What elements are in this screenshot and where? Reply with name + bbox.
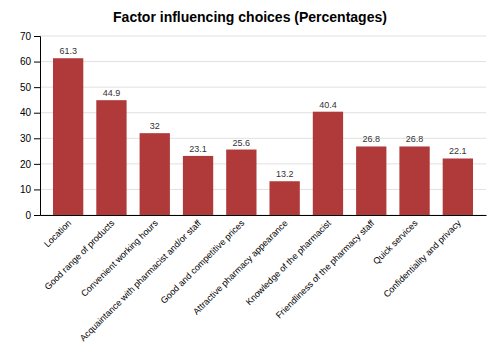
- plot: 0 10 20 30 40 50 60 70 LocationGood range of pro…: [20, 31, 487, 343]
- x-tick: Good and competitive prices: [159, 218, 247, 306]
- x-tick-label: Friendliness of the pharmacy staff: [274, 218, 377, 321]
- y-tick-mark: [34, 189, 40, 190]
- bar: [140, 133, 170, 215]
- x-tick-label: Confidentiality and privacy: [382, 218, 464, 300]
- x-tick: Convenient working hours: [79, 218, 160, 299]
- y-tick: 50: [20, 82, 40, 93]
- y-tick: 40: [20, 107, 40, 118]
- data-label: 61.3: [59, 46, 77, 56]
- data-label: 23.1: [189, 144, 207, 154]
- data-label: 32: [150, 121, 160, 131]
- y-tick-mark: [34, 36, 40, 37]
- x-axis-line: [41, 215, 487, 216]
- y-tick-mark: [34, 113, 40, 114]
- y-tick: 20: [20, 159, 40, 170]
- x-tick: Good range of products: [43, 218, 117, 292]
- bar: [399, 146, 429, 215]
- y-tick-label: 10: [20, 184, 32, 195]
- y-tick: 30: [20, 133, 40, 144]
- grid-line: [40, 61, 486, 62]
- grid: [40, 36, 486, 215]
- y-tick-mark: [34, 164, 40, 165]
- y-tick-mark: [34, 87, 40, 88]
- title: Factor influencing choices (Percentages): [113, 9, 387, 25]
- data-label: 26.8: [406, 134, 424, 144]
- x-tick: Location: [42, 218, 73, 249]
- y-axis: 0 10 20 30 40 50 60 70: [20, 31, 41, 221]
- x-tick: Friendliness of the pharmacy staff: [274, 218, 377, 321]
- y-tick-mark: [34, 138, 40, 139]
- data-label: 22.1: [449, 146, 467, 156]
- data-label: 13.2: [276, 169, 294, 179]
- x-tick-label: Good and competitive prices: [159, 218, 247, 306]
- y-tick-mark: [34, 215, 40, 216]
- y-tick-label: 0: [25, 210, 31, 221]
- x-tick: Knowledge of the pharmacist: [244, 218, 333, 307]
- bar: [183, 156, 213, 215]
- y-tick-label: 70: [20, 31, 32, 42]
- data-label: 26.8: [362, 134, 380, 144]
- y-tick: 60: [20, 56, 40, 67]
- x-axis: LocationGood range of productsConvenient…: [41, 216, 487, 344]
- x-tick-label: Good range of products: [43, 218, 117, 292]
- y-axis-line: [34, 37, 41, 216]
- y-tick-label: 50: [20, 82, 32, 93]
- y-tick: 70: [20, 31, 40, 42]
- data-labels: 61.3 44.9 32 23.1 25.6 13.2 40.4 26.8 26.8 22.1: [59, 46, 466, 179]
- bar: [443, 158, 473, 215]
- y-tick-label: 30: [20, 133, 32, 144]
- y-tick-label: 20: [20, 159, 32, 170]
- chart: Factor influencing choices (Percentages)…: [0, 0, 500, 359]
- bar: [226, 150, 256, 215]
- x-tick-label: Quick services: [371, 218, 420, 267]
- x-tick: Attractive pharmacy appearance: [191, 218, 290, 317]
- y-tick-mark: [34, 62, 40, 63]
- data-label: 25.6: [233, 138, 251, 148]
- y-tick-label: 40: [20, 107, 32, 118]
- x-tick: Quick services: [371, 218, 420, 267]
- bar: [96, 100, 126, 215]
- bars: [53, 58, 473, 215]
- x-tick-label: Attractive pharmacy appearance: [191, 218, 290, 317]
- x-tick-label: Knowledge of the pharmacist: [244, 218, 333, 307]
- x-tick-label: Convenient working hours: [79, 218, 160, 299]
- grid-line: [40, 36, 486, 37]
- y-tick-label: 60: [20, 56, 32, 67]
- bar: [356, 146, 386, 215]
- x-tick: Confidentiality and privacy: [382, 218, 464, 300]
- y-tick: 0: [25, 210, 40, 221]
- y-tick: 10: [20, 184, 40, 195]
- data-label: 40.4: [319, 100, 337, 110]
- data-label: 44.9: [103, 88, 121, 98]
- x-tick-label: Location: [42, 218, 73, 249]
- bar: [313, 112, 343, 215]
- bar: [53, 58, 83, 215]
- bar: [269, 181, 299, 215]
